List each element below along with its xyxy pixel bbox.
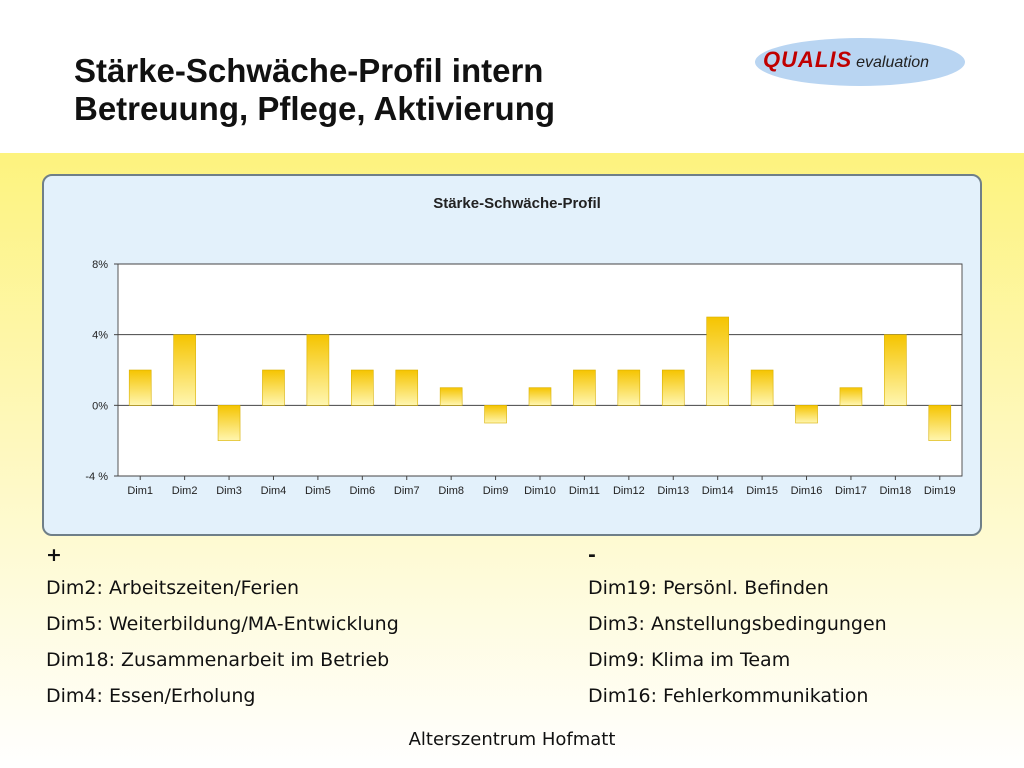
strengths-heading: +	[46, 544, 62, 566]
bar-dim17	[839, 387, 863, 406]
bar-dim4	[262, 369, 285, 406]
x-tick-label: Dim14	[702, 485, 734, 497]
y-tick-label: 8%	[92, 259, 108, 271]
bar-dim7	[395, 369, 419, 406]
bar-dim6	[351, 369, 374, 406]
x-tick-label: Dim17	[835, 485, 867, 497]
x-tick-label: Dim2	[172, 485, 198, 497]
list-item: Dim4: Essen/Erholung	[46, 685, 256, 707]
x-tick-label: Dim12	[613, 485, 645, 497]
bar-dim14	[706, 316, 729, 406]
bar-dim8	[439, 387, 463, 406]
weaknesses-heading: -	[588, 544, 596, 566]
bar-dim9	[484, 405, 507, 424]
list-item: Dim5: Weiterbildung/MA-Entwicklung	[46, 613, 399, 635]
list-item: Dim19: Persönl. Befinden	[588, 577, 829, 599]
logo-sub: evaluation	[856, 54, 930, 71]
chart-panel: Stärke-Schwäche-Profil 8% 4% 0% -4 % Dim1 Dim…	[42, 174, 982, 536]
list-item: Dim18: Zusammenarbeit im Betrieb	[46, 649, 390, 671]
x-tick-label: Dim8	[438, 485, 464, 497]
list-item: Dim2: Arbeitszeiten/Ferien	[46, 577, 300, 599]
bar-dim15	[750, 369, 774, 406]
qualis-logo: QUALIS evaluation	[745, 38, 985, 88]
bar-dim13	[661, 369, 685, 406]
x-tick-label: Dim5	[305, 485, 331, 497]
y-tick-label: -4 %	[85, 471, 108, 483]
x-tick-label: Dim9	[483, 485, 509, 497]
x-tick-label: Dim1	[127, 485, 153, 497]
y-tick-label: 4%	[92, 330, 108, 342]
bar-chart: Stärke-Schwäche-Profil 8% 4% 0% -4 % Dim1 Dim…	[85, 195, 963, 497]
bar-dim18	[884, 334, 907, 406]
list-item: Dim3: Anstellungsbedingungen	[588, 613, 887, 635]
x-tick-label: Dim11	[569, 485, 600, 497]
chart-title: Stärke-Schwäche-Profil	[433, 195, 601, 212]
x-tick-label: Dim19	[924, 485, 956, 497]
slide-title: Stärke-Schwäche-Profil intern Betreuung,…	[74, 52, 555, 128]
x-tick-label: Dim10	[524, 485, 556, 497]
x-tick-label: Dim16	[791, 485, 823, 497]
x-tick-label: Dim15	[746, 485, 778, 497]
bar-dim5	[306, 334, 330, 406]
bar-dim19	[928, 405, 952, 441]
x-tick-label: Dim7	[394, 485, 420, 497]
y-tick-label: 0%	[92, 400, 108, 412]
bar-dim1	[128, 369, 152, 406]
bar-dim12	[617, 369, 641, 406]
slide-title-line1: Stärke-Schwäche-Profil intern	[74, 52, 544, 89]
logo-brand: QUALIS	[763, 47, 853, 72]
x-tick-label: Dim3	[216, 485, 242, 497]
strengths-list: + Dim2: Arbeitszeiten/Ferien Dim5: Weite…	[46, 540, 399, 714]
bar-dim2	[173, 334, 196, 406]
logo-text: QUALIS evaluation	[763, 47, 929, 73]
plot-area	[117, 263, 963, 477]
list-item: Dim16: Fehlerkommunikation	[588, 685, 869, 707]
weaknesses-list: - Dim19: Persönl. Befinden Dim3: Anstell…	[588, 540, 887, 714]
slide-title-line2: Betreuung, Pflege, Aktivierung	[74, 90, 556, 127]
bar-dim11	[573, 369, 596, 406]
bar-dim10	[528, 387, 552, 406]
bar-dim16	[795, 405, 818, 424]
list-item: Dim9: Klima im Team	[588, 649, 791, 671]
x-tick-label: Dim4	[261, 485, 287, 497]
footer-text: Alterszentrum Hofmatt	[408, 729, 616, 750]
x-tick-label: Dim6	[349, 485, 375, 497]
x-tick-label: Dim13	[657, 485, 689, 497]
x-tick-label: Dim18	[879, 485, 911, 497]
logo-ellipse	[755, 38, 965, 86]
bar-dim3	[217, 405, 241, 441]
